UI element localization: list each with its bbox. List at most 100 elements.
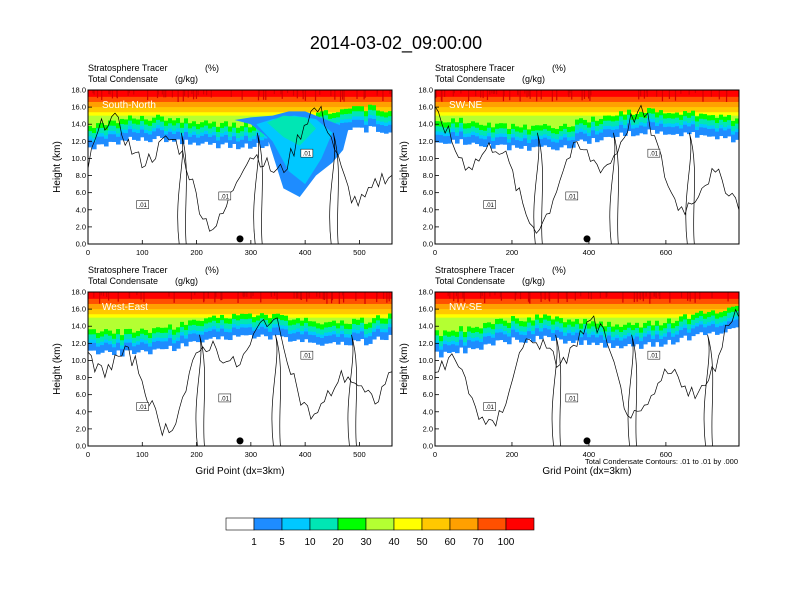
tracer-spike [296, 90, 299, 95]
panel-1: .01.01.010.02.04.06.08.010.012.014.016.0… [399, 63, 740, 257]
tracer-cell [96, 338, 101, 347]
tracer-cell [176, 340, 181, 349]
tracer-cell [491, 132, 496, 142]
tracer-cell [667, 303, 672, 314]
tracer-cell [352, 314, 357, 320]
tracer-cell [268, 107, 273, 115]
tracer-cell [288, 309, 293, 319]
tracer-cell [603, 96, 608, 105]
tracer-cell [256, 101, 261, 113]
tracer-cell [679, 101, 684, 113]
tracer-cell [519, 321, 524, 330]
tracer-cell [368, 298, 373, 307]
tracer-spike [326, 292, 328, 304]
tracer-cell [603, 309, 608, 319]
tracer-cell [611, 331, 616, 341]
tracer-cell [320, 329, 325, 339]
tracer-cell [308, 334, 313, 343]
x-tick-label: 500 [353, 248, 366, 257]
tracer-cell [192, 319, 197, 329]
tracer-cell [116, 334, 121, 343]
tracer-cell [439, 135, 444, 143]
tracer-cell [543, 96, 548, 104]
tracer-cell [667, 323, 672, 333]
tracer-cell [687, 314, 692, 321]
tracer-cell [232, 107, 237, 118]
tracer-cell [132, 132, 137, 140]
tracer-spike [444, 90, 446, 97]
tracer-spike [296, 292, 298, 299]
tracer-cell [324, 110, 329, 119]
tracer-cell [196, 107, 201, 118]
tracer-cell [252, 303, 257, 314]
tracer-cell [695, 96, 700, 104]
tracer-cell [372, 314, 377, 321]
tracer-cell [435, 330, 440, 339]
tracer-cell [104, 303, 109, 312]
tracer-cell [467, 112, 472, 119]
tracer-cell [607, 309, 612, 319]
tracer-cell [631, 96, 636, 107]
tracer-cell [579, 123, 584, 132]
tracer-cell [551, 298, 556, 307]
tracer-cell [204, 292, 209, 305]
tracer-cell [599, 101, 604, 110]
tracer-spike [463, 292, 465, 302]
tracer-spike [527, 292, 530, 302]
tracer-cell [264, 96, 269, 105]
tracer-cell [352, 298, 357, 306]
tracer-cell [356, 90, 361, 99]
tracer-cell [108, 317, 113, 335]
tracer-cell [535, 115, 540, 129]
tracer-cell [200, 331, 205, 339]
tracer-cell [212, 320, 217, 330]
tracer-spike [230, 90, 232, 97]
tracer-cell [160, 96, 165, 105]
tracer-cell [228, 323, 233, 333]
tracer-spike [658, 292, 660, 297]
tracer-cell [551, 303, 556, 315]
station-marker [583, 437, 591, 445]
tracer-cell [435, 107, 440, 115]
tracer-cell [579, 298, 584, 307]
tracer-cell [280, 101, 285, 110]
tracer-cell [523, 129, 528, 139]
tracer-cell [196, 115, 201, 128]
tracer-cell [244, 309, 249, 316]
tracer-spike [517, 90, 519, 96]
tracer-cell [324, 101, 329, 110]
tracer-cell [196, 314, 201, 321]
tracer-cell [463, 107, 468, 115]
tracer-cell [324, 115, 329, 124]
tracer-cell [152, 303, 157, 314]
tracer-cell [168, 303, 173, 314]
tracer-cell [711, 101, 716, 112]
tracer-cell [372, 105, 377, 114]
tracer-spike [183, 90, 186, 96]
tracer-cell [503, 96, 508, 104]
tracer-spike [502, 90, 505, 102]
tracer-cell [439, 107, 444, 117]
tracer-cell [104, 298, 109, 307]
tracer-cell [603, 339, 608, 348]
tracer-cell [296, 314, 301, 321]
tracer-cell [216, 309, 221, 320]
panel-label: South-North [102, 100, 156, 111]
tracer-cell [152, 328, 157, 337]
tracer-cell [332, 309, 337, 319]
tracer-cell [583, 90, 588, 101]
contour-label-box [647, 148, 661, 158]
tracer-cell [380, 111, 385, 120]
tracer-cell [595, 314, 600, 321]
tracer-cell [224, 115, 229, 125]
tracer-spike [215, 292, 217, 298]
tracer-cell [559, 139, 564, 148]
tracer-cell [483, 125, 488, 135]
tracer-cell [579, 96, 584, 107]
tracer-cell [128, 101, 133, 111]
x-tick-label: 400 [583, 248, 596, 257]
tracer-cell [316, 90, 321, 103]
tracer-cell [216, 107, 221, 117]
tracer-cell [372, 90, 377, 102]
station-marker [583, 235, 591, 243]
